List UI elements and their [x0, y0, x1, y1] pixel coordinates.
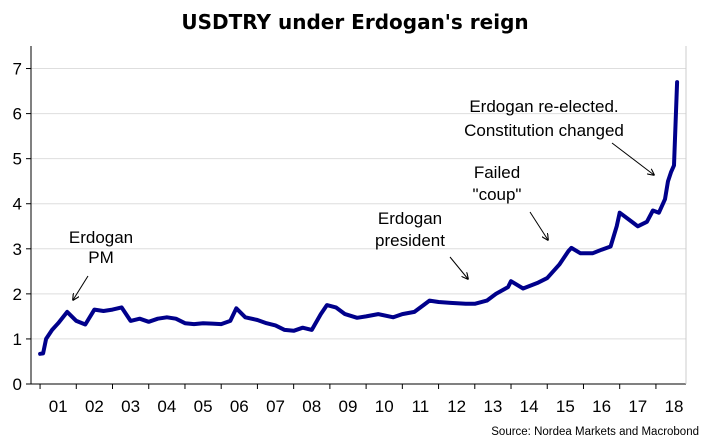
annotation-erdogan-pm-arrow — [73, 275, 89, 300]
annotation-erdogan-pm: Erdogan PM — [69, 228, 133, 300]
annotation-erdogan-president-arrow — [449, 256, 468, 279]
x-tick-label: 01 — [49, 397, 68, 416]
annotation-failed-coup-line2: "coup" — [473, 185, 522, 204]
y-tick-label: 0 — [13, 375, 22, 394]
annotation-re-elected-line2: Constitution changed — [464, 121, 624, 140]
y-axis-ticks: 0 1 2 3 4 5 6 7 — [13, 60, 31, 394]
x-tick-label: 07 — [266, 397, 285, 416]
annotation-failed-coup: Failed "coup" — [473, 163, 548, 240]
x-tick-label: 11 — [412, 397, 430, 416]
y-tick-label: 6 — [13, 105, 22, 124]
y-tick-label: 3 — [13, 240, 22, 259]
x-tick-label: 16 — [592, 397, 611, 416]
x-tick-label: 05 — [194, 397, 213, 416]
y-tick-label: 2 — [13, 285, 22, 304]
annotation-re-elected-arrow — [611, 142, 654, 175]
annotation-re-elected: Erdogan re-elected. Constitution changed — [464, 97, 654, 175]
y-tick-label: 5 — [13, 150, 22, 169]
x-tick-label: 14 — [520, 397, 539, 416]
annotation-erdogan-pm-line2: PM — [88, 248, 114, 267]
gridlines — [31, 68, 686, 340]
x-tick-label: 10 — [375, 397, 394, 416]
chart-title: USDTRY under Erdogan's reign — [181, 10, 528, 34]
annotation-re-elected-line1: Erdogan re-elected. — [469, 97, 618, 116]
annotation-erdogan-president: Erdogan president — [375, 209, 468, 279]
x-tick-label: 02 — [85, 397, 104, 416]
x-tick-label: 04 — [157, 397, 176, 416]
annotation-failed-coup-line1: Failed — [474, 163, 520, 182]
x-tick-label: 15 — [556, 397, 575, 416]
series-line-usdtry — [38, 80, 680, 356]
x-tick-label: 09 — [339, 397, 358, 416]
x-tick-label: 06 — [230, 397, 249, 416]
x-tick-label: 12 — [447, 397, 466, 416]
x-tick-label: 03 — [121, 397, 140, 416]
x-tick-label: 08 — [302, 397, 321, 416]
y-tick-label: 4 — [13, 195, 22, 214]
x-tick-label: 18 — [665, 397, 684, 416]
x-axis-ticks: 01 02 03 04 05 06 07 08 09 10 11 12 13 14 15 16 17 18 — [39, 384, 684, 416]
x-tick-label: 17 — [628, 397, 647, 416]
source-note: Source: Nordea Markets and Macrobond — [491, 426, 699, 438]
annotation-erdogan-pm-line1: Erdogan — [69, 228, 133, 247]
annotation-erdogan-president-line2: president — [375, 231, 445, 250]
y-tick-label: 1 — [13, 330, 22, 349]
annotation-erdogan-president-line1: Erdogan — [378, 209, 442, 228]
x-tick-label: 13 — [483, 397, 502, 416]
annotation-failed-coup-arrow — [529, 211, 548, 240]
y-tick-label: 7 — [13, 60, 22, 79]
